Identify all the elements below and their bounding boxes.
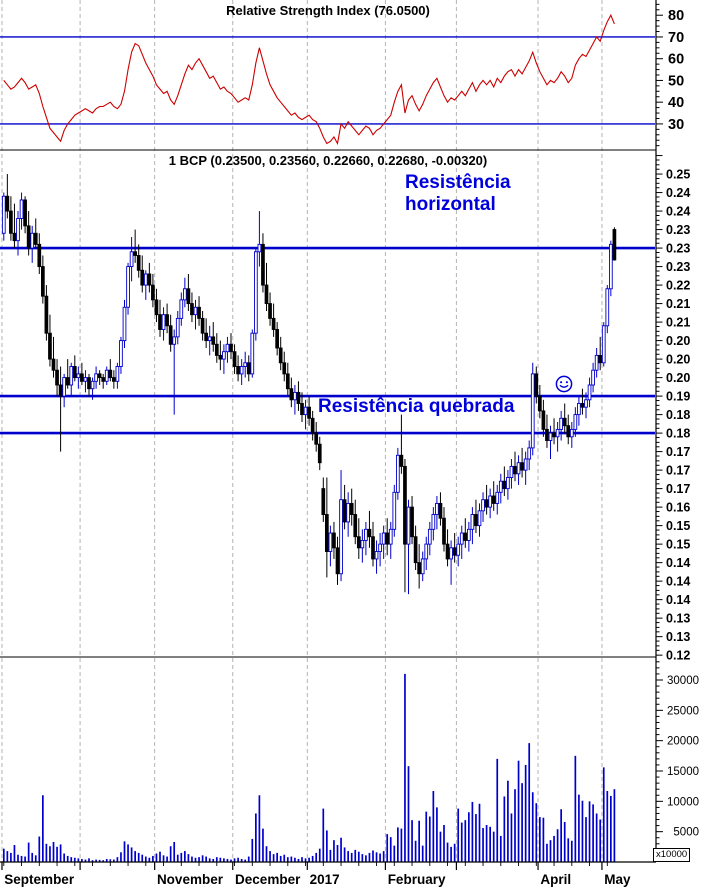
svg-text:30000: 30000 [667, 675, 699, 687]
svg-text:60: 60 [668, 52, 684, 68]
x-axis-month-label: February [388, 872, 446, 887]
svg-text:50: 50 [668, 73, 684, 89]
svg-text:0.23: 0.23 [666, 223, 690, 237]
candlesticks [1, 174, 617, 595]
price-y-axis: 0.25 0.24 0.24 0.23 0.23 0.23 0.22 0.21 0.21 0.20… [656, 155, 690, 663]
x-axis-month-label: 2017 [310, 872, 340, 887]
x-axis-month-label: December [235, 872, 301, 887]
svg-text:0.13: 0.13 [666, 630, 690, 644]
rsi-y-axis: 80 70 60 50 40 30 [656, 3, 684, 147]
annotation-resistencia-quebrada: Resistência quebrada [318, 396, 515, 417]
svg-text:0.23: 0.23 [666, 260, 690, 274]
svg-text:20000: 20000 [667, 736, 699, 748]
svg-text:0.19: 0.19 [666, 390, 690, 404]
annotation-resistencia-horizontal: Resistência horizontal [405, 172, 511, 217]
x-axis-month-label: September [4, 872, 75, 887]
svg-text:0.22: 0.22 [666, 279, 690, 293]
svg-text:10000: 10000 [667, 796, 699, 808]
svg-text:0.12: 0.12 [666, 649, 690, 663]
svg-text:0.17: 0.17 [666, 445, 690, 459]
svg-text:0.24: 0.24 [666, 186, 690, 200]
smiley-face-icon [555, 375, 573, 393]
svg-text:0.20: 0.20 [666, 334, 690, 348]
x-axis: September November December 2017 February Apr… [1, 862, 631, 887]
rsi-line [3, 13, 615, 146]
annotation-line-2: horizontal [405, 194, 496, 216]
svg-text:0.14: 0.14 [666, 556, 690, 570]
volume-y-axis: 30000 25000 20000 15000 10000 5000 [656, 661, 699, 857]
svg-text:0.20: 0.20 [666, 353, 690, 367]
svg-text:0.14: 0.14 [666, 575, 690, 589]
svg-text:0.16: 0.16 [666, 501, 690, 515]
svg-text:5000: 5000 [673, 827, 699, 839]
price-panel-title: 1 BCP (0.23500, 0.23560, 0.22660, 0.2268… [168, 153, 488, 168]
svg-text:0.25: 0.25 [666, 168, 690, 182]
svg-text:0.18: 0.18 [666, 408, 690, 422]
svg-text:0.21: 0.21 [666, 316, 690, 330]
x-axis-month-label: November [157, 872, 224, 887]
volume-bars [2, 673, 616, 862]
x-axis-month-label: May [604, 872, 631, 887]
svg-text:30: 30 [668, 117, 684, 133]
volume-multiplier-label: x10000 [653, 848, 691, 862]
svg-text:0.15: 0.15 [666, 538, 690, 552]
svg-text:0.24: 0.24 [666, 205, 690, 219]
svg-text:0.14: 0.14 [666, 593, 690, 607]
rsi-threshold-lines [0, 36, 655, 125]
panel-frame [0, 0, 657, 863]
svg-text:0.21: 0.21 [666, 297, 690, 311]
svg-text:40: 40 [668, 95, 684, 111]
svg-text:25000: 25000 [667, 705, 699, 717]
rsi-panel-title: Relative Strength Index (76.0500) [226, 3, 430, 18]
svg-text:80: 80 [668, 8, 684, 24]
svg-text:0.23: 0.23 [666, 242, 690, 256]
svg-text:70: 70 [668, 30, 684, 46]
svg-text:0.20: 0.20 [666, 371, 690, 385]
month-gridlines [1, 0, 603, 862]
svg-text:0.17: 0.17 [666, 464, 690, 478]
svg-text:0.17: 0.17 [666, 482, 690, 496]
svg-text:0.18: 0.18 [666, 427, 690, 441]
annotation-line-1: Resistência [405, 172, 511, 193]
x-axis-month-label: April [540, 872, 571, 887]
svg-text:0.15: 0.15 [666, 519, 690, 533]
svg-text:0.13: 0.13 [666, 612, 690, 626]
svg-text:15000: 15000 [667, 766, 699, 778]
